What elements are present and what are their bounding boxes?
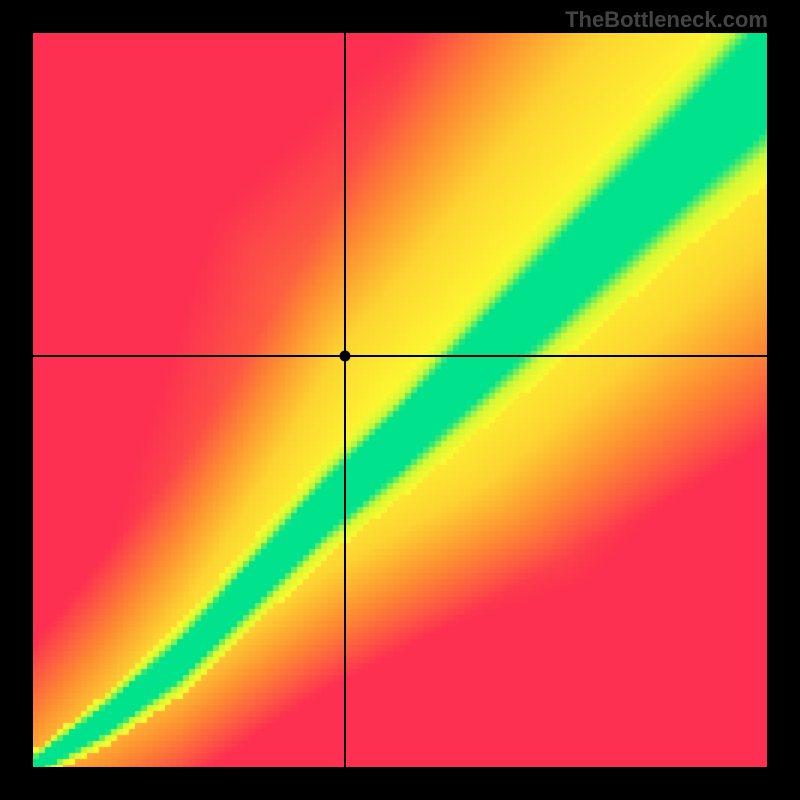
crosshair-horizontal	[33, 355, 767, 357]
heatmap-plot	[33, 33, 767, 767]
crosshair-vertical	[344, 33, 346, 767]
watermark-text: TheBottleneck.com	[565, 7, 768, 33]
heatmap-canvas	[33, 33, 767, 767]
crosshair-marker	[339, 350, 350, 361]
